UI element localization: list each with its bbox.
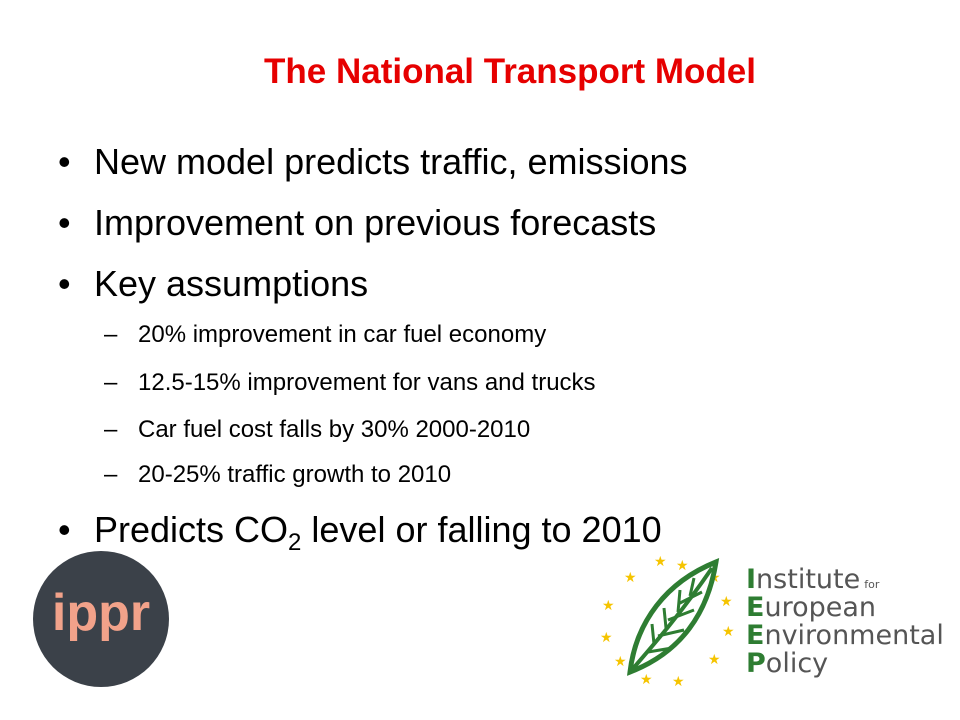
co2-subscript: 2 xyxy=(288,529,302,556)
sub-bullet-item: –12.5-15% improvement for vans and truck… xyxy=(104,368,596,398)
sub-bullet-text: 20-25% traffic growth to 2010 xyxy=(138,461,452,488)
star-icon: ★ xyxy=(600,629,613,645)
star-icon: ★ xyxy=(720,593,733,609)
bullet-text-before: Predicts CO xyxy=(94,509,289,550)
leaf-icon xyxy=(627,558,720,676)
star-icon: ★ xyxy=(614,653,627,669)
bullet-text-after: level or falling to 2010 xyxy=(301,509,662,550)
ieep-line-3: Environmental xyxy=(746,620,944,651)
star-icon: ★ xyxy=(654,553,667,569)
ieep-line-4: Policy xyxy=(746,648,828,679)
star-icon: ★ xyxy=(640,671,653,687)
star-icon: ★ xyxy=(602,597,615,613)
bullet-item: • Key assumptions xyxy=(58,262,368,306)
bullet-item: • Predicts CO2 level or falling to 2010 xyxy=(58,508,662,557)
bullet-item: • Improvement on previous forecasts xyxy=(58,201,656,245)
star-icon: ★ xyxy=(624,569,637,585)
star-icon: ★ xyxy=(722,623,735,639)
bullet-item: • New model predicts traffic, emissions xyxy=(58,140,688,184)
ieep-line-1: Institute for xyxy=(746,564,880,595)
bullet-dot: • xyxy=(58,202,71,243)
bullet-text: New model predicts traffic, emissions xyxy=(94,141,688,182)
bullet-text: Improvement on previous forecasts xyxy=(94,202,657,243)
slide-title: The National Transport Model xyxy=(264,52,756,91)
ippr-logo-circle xyxy=(33,551,169,687)
ieep-line-2: European xyxy=(746,592,876,623)
bullet-dot: • xyxy=(58,141,71,182)
sub-bullet-item: –20% improvement in car fuel economy xyxy=(104,320,546,350)
star-icon: ★ xyxy=(672,673,685,689)
sub-bullet-text: 12.5-15% improvement for vans and trucks xyxy=(138,369,596,396)
sub-bullet-dash: – xyxy=(104,416,118,443)
ieep-star-ring: ★ ★ ★ ★ ★ ★ ★ ★ ★ ★ ★ ★ xyxy=(600,553,735,689)
bullet-text: Key assumptions xyxy=(94,263,369,304)
sub-bullet-text: Car fuel cost falls by 30% 2000-2010 xyxy=(138,416,531,443)
sub-bullet-dash: – xyxy=(104,369,118,396)
sub-bullet-dash: – xyxy=(104,461,118,488)
ippr-logo: ippr xyxy=(33,551,169,687)
bullet-dot: • xyxy=(58,509,71,550)
sub-bullet-dash: – xyxy=(104,321,118,348)
sub-bullet-item: –20-25% traffic growth to 2010 xyxy=(104,460,451,490)
ippr-logo-text: ippr xyxy=(52,584,150,642)
bullet-dot: • xyxy=(58,263,71,304)
star-icon: ★ xyxy=(676,557,689,573)
sub-bullet-text: 20% improvement in car fuel economy xyxy=(138,321,547,348)
star-icon: ★ xyxy=(708,651,721,667)
sub-bullet-item: – Car fuel cost falls by 30% 2000-2010 xyxy=(104,415,530,445)
ieep-wordmark: Institute for European Environmental Poli… xyxy=(746,564,944,679)
